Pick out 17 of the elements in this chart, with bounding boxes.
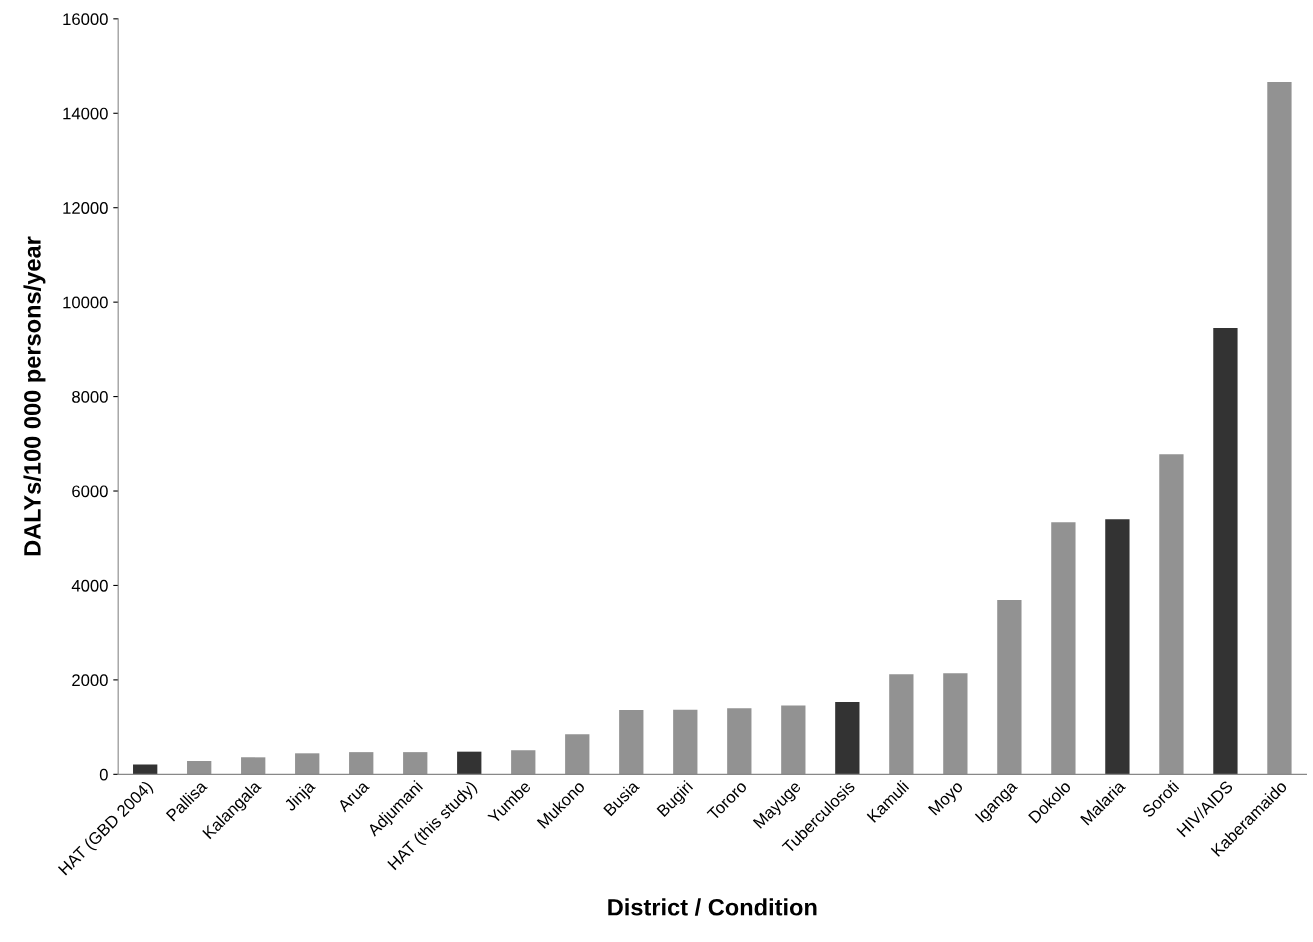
bar (133, 764, 158, 775)
y-axis-title: DALYs/100 000 persons/year (23, 236, 46, 556)
y-tick-label: 16000 (63, 13, 108, 26)
bar (835, 702, 860, 775)
y-tick-label: 4000 (71, 579, 108, 592)
y-tick-label: 14000 (63, 107, 108, 120)
bar (1213, 328, 1238, 775)
y-tick-label: 12000 (63, 202, 108, 214)
bar (457, 751, 482, 775)
x-axis-title: District / Condition (608, 898, 817, 916)
y-tick-label: 0 (99, 768, 108, 781)
y-tick-label: 2000 (72, 674, 108, 687)
x-tick-label: Jinja (283, 779, 319, 815)
y-tick-label: 8000 (72, 390, 108, 403)
y-tick-label: 10000 (63, 296, 108, 309)
bar (1105, 519, 1130, 775)
y-tick-label: 6000 (72, 485, 108, 498)
